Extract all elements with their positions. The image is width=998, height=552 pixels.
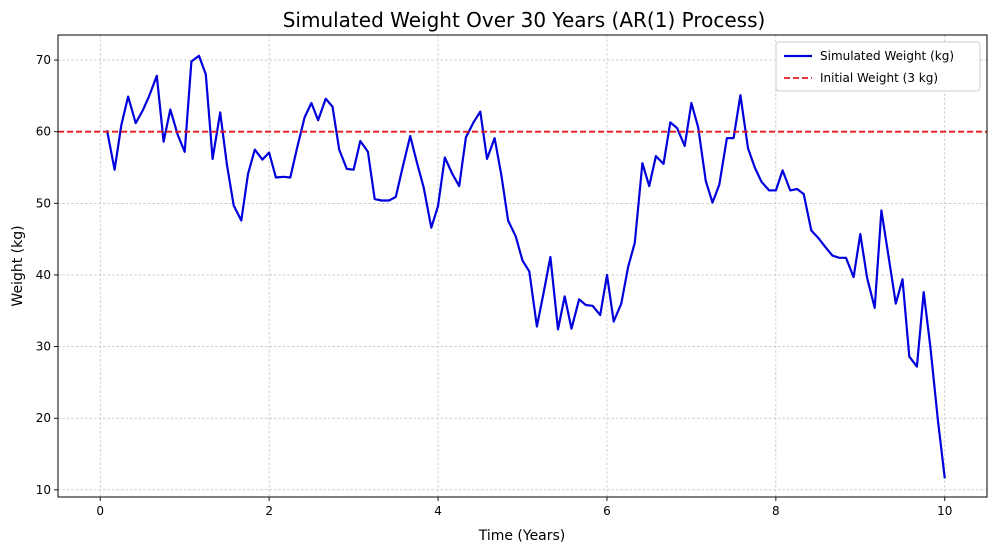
x-tick-label: 10 — [937, 504, 952, 518]
plot-area: 0 2 4 6 8 10 10 20 30 40 50 60 70 — [36, 34, 988, 518]
x-tick-label: 8 — [772, 504, 780, 518]
y-tick-label: 40 — [36, 268, 51, 282]
y-axis: 10 20 30 40 50 60 70 — [36, 53, 58, 497]
grid — [58, 35, 987, 497]
legend-label-simulated-weight: Simulated Weight (kg) — [820, 49, 954, 63]
y-tick-label: 70 — [36, 53, 51, 67]
legend-label-initial-weight: Initial Weight (3 kg) — [820, 71, 938, 85]
x-axis: 0 2 4 6 8 10 — [96, 497, 952, 518]
y-tick-label: 30 — [36, 340, 51, 354]
y-tick-label: 60 — [36, 125, 51, 139]
legend: Simulated Weight (kg) Initial Weight (3 … — [775, 41, 981, 92]
plot-background — [58, 35, 987, 497]
legend-box — [775, 41, 981, 92]
x-tick-label: 6 — [603, 504, 611, 518]
y-tick-label: 20 — [36, 411, 51, 425]
series-layer — [58, 54, 987, 479]
chart-title: Simulated Weight Over 30 Years (AR(1) Pr… — [283, 8, 766, 32]
y-axis-title: Weight (kg) — [10, 225, 26, 306]
series-line-simulated-weight — [105, 54, 946, 479]
y-tick-label: 50 — [36, 196, 51, 210]
x-axis-title: Time (Years) — [478, 528, 566, 544]
plot-frame — [57, 34, 988, 498]
y-tick-label: 10 — [36, 483, 51, 497]
x-tick-label: 0 — [96, 504, 104, 518]
x-tick-label: 4 — [434, 504, 442, 518]
x-tick-label: 2 — [265, 504, 273, 518]
